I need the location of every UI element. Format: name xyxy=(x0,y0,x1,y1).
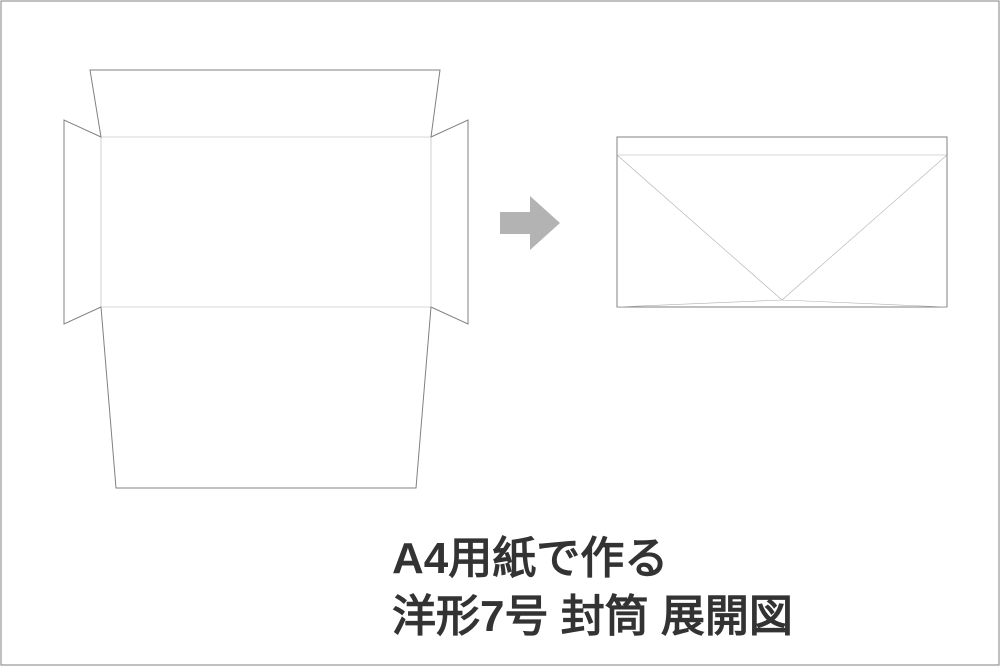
unfolded-template xyxy=(64,70,468,488)
template-cut-outline xyxy=(64,70,468,488)
title-line-1: A4用紙で作る xyxy=(392,530,793,588)
title-block: A4用紙で作る 洋形7号 封筒 展開図 xyxy=(392,530,793,646)
diagram-canvas: A4用紙で作る 洋形7号 封筒 展開図 xyxy=(0,0,1000,666)
arrow-icon xyxy=(500,196,560,250)
folded-envelope xyxy=(617,137,947,307)
envelope-body xyxy=(617,137,947,307)
title-line-2: 洋形7号 封筒 展開図 xyxy=(392,588,793,646)
